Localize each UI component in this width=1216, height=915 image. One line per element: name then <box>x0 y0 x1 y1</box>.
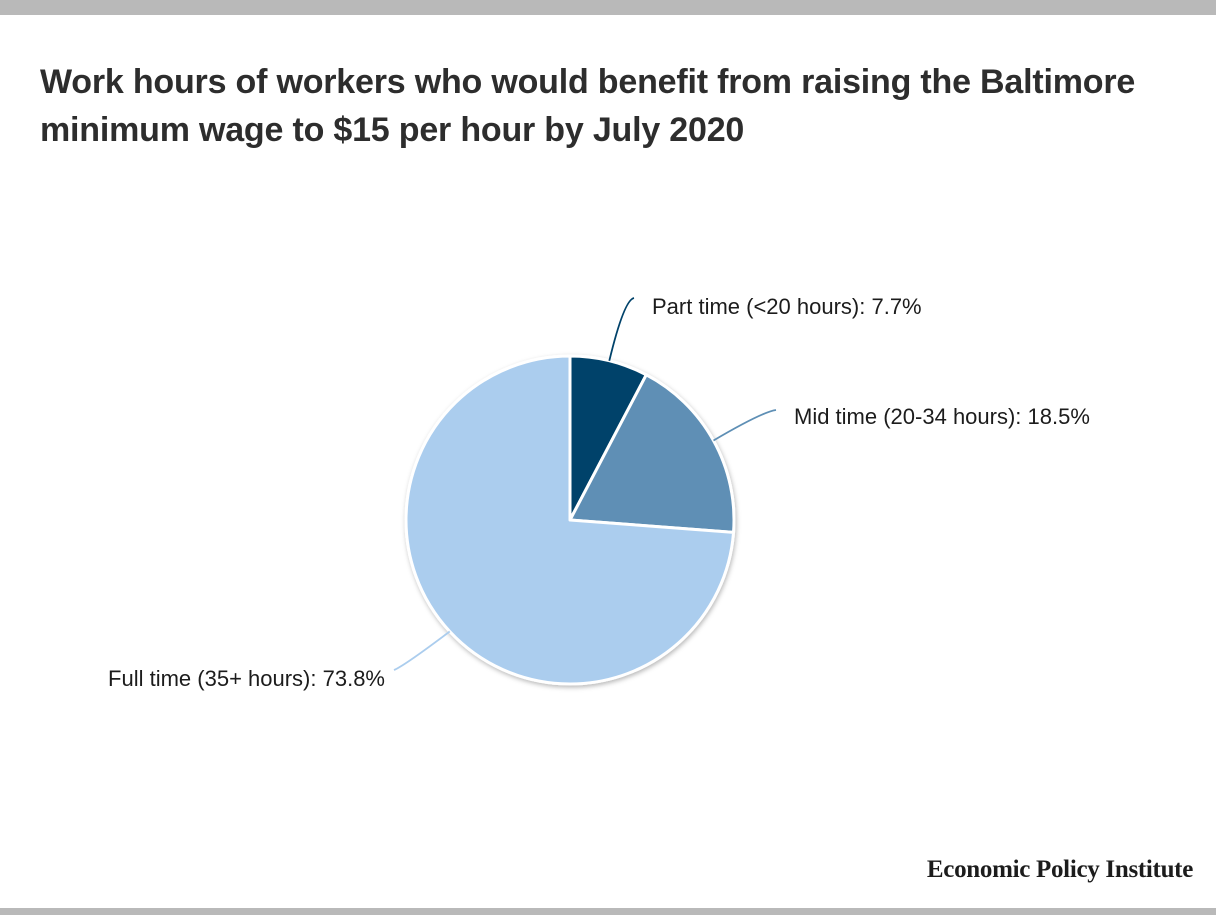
leader-line-2 <box>713 409 777 442</box>
leader-line-1 <box>608 297 635 362</box>
top-border-bar <box>0 0 1216 15</box>
slice-labels: Part time (<20 hours): 7.7% Mid time (20-… <box>108 294 1090 691</box>
slice-label-2: Mid time (20-34 hours): 18.5% <box>794 404 1090 429</box>
leader-line-3 <box>393 630 451 671</box>
pie-slices <box>404 354 736 686</box>
label-connectors <box>393 297 777 671</box>
bottom-border-bar <box>0 908 1216 915</box>
pie-slice-2 <box>568 373 736 534</box>
source-credit: Economic Policy Institute <box>926 856 1193 883</box>
pie-slice-3 <box>404 354 736 686</box>
slice-label-1: Part time (<20 hours): 7.7% <box>652 294 922 319</box>
slice-label-3: Full time (35+ hours): 73.8% <box>108 666 385 691</box>
chart-title: Work hours of workers who would benefit … <box>40 63 1136 149</box>
